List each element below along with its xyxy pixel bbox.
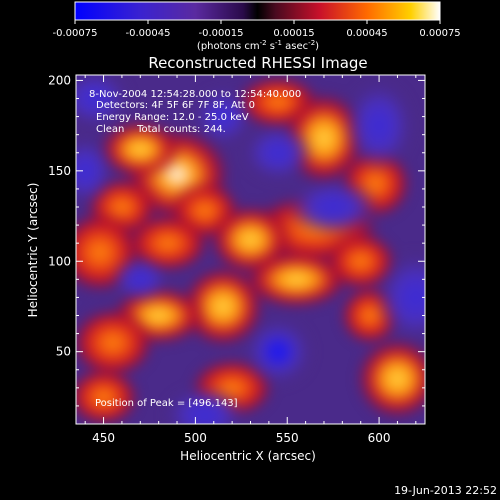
negative-blob	[343, 79, 415, 172]
colorbar-unit-label: (photons cm-2 s-1 asec-2)	[197, 39, 319, 52]
y-axis-label: Heliocentric Y (arcsec)	[26, 183, 40, 318]
negative-blob	[76, 75, 130, 128]
y-tick-label: 50	[56, 345, 71, 359]
emission-blob	[243, 250, 350, 309]
colorbar-tick-label: -0.00045	[126, 28, 171, 39]
colorbar-tick-label: -0.00015	[199, 28, 244, 39]
heatmap-image	[76, 75, 425, 424]
x-tick-label: 550	[276, 431, 299, 445]
annotation-time-range: 8-Nov-2004 12:54:28.000 to 12:54:40.000	[89, 89, 301, 100]
peak-position-label: Position of Peak = [496,143]	[95, 398, 238, 409]
y-tick-label: 200	[48, 73, 71, 87]
chart-title: Reconstructed RHESSI Image	[148, 54, 367, 72]
x-axis-label: Heliocentric X (arcsec)	[180, 449, 316, 463]
negative-blob	[242, 316, 314, 387]
x-tick-label: 600	[368, 431, 391, 445]
annotation-energy: Energy Range: 12.0 - 25.0 keV	[96, 112, 249, 123]
negative-blob	[163, 386, 246, 424]
x-tick-label: 500	[184, 431, 207, 445]
negative-blob	[76, 136, 115, 206]
emission-blob	[76, 307, 154, 378]
x-tick-label: 450	[92, 431, 115, 445]
negative-blob	[110, 256, 170, 303]
colorbar-tick-label: 0.00015	[273, 28, 314, 39]
annotation-detectors: Detectors: 4F 5F 6F 7F 8F, Att 0	[96, 100, 255, 111]
annotation-clean: Clean Total counts: 244.	[96, 124, 226, 135]
emission-blob	[181, 265, 265, 347]
y-tick-label: 150	[48, 164, 71, 178]
colorbar-tick-label: 0.00045	[346, 28, 387, 39]
colorbar	[75, 2, 440, 20]
colorbar-frame	[74, 1, 441, 21]
emission-blob	[99, 120, 182, 179]
footer-timestamp: 19-Jun-2013 22:52	[394, 484, 497, 497]
colorbar-ticks: -0.00075 -0.00045 -0.00015 0.00015 0.00045 0.…	[53, 20, 461, 39]
emission-blob	[76, 367, 139, 424]
negative-blob	[374, 251, 425, 344]
y-axis: 50 100 150 200	[48, 73, 425, 425]
emission-blob	[325, 232, 396, 291]
colorbar-tick-label: -0.00075	[53, 28, 98, 39]
negative-blob	[242, 123, 314, 182]
colorbar-tick-label: 0.00075	[419, 28, 460, 39]
emission-blob	[356, 338, 425, 420]
negative-blob	[286, 178, 381, 236]
x-axis: 450 500 550 600	[84, 75, 417, 445]
y-tick-label: 100	[48, 254, 71, 268]
negative-blob	[193, 87, 253, 146]
